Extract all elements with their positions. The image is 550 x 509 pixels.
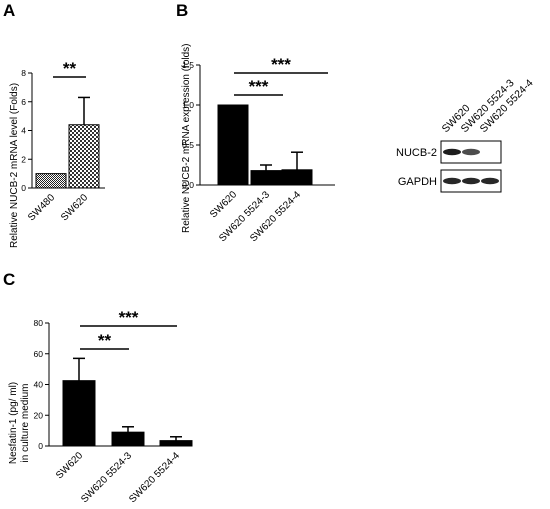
y-tick-label: 80: [34, 318, 44, 328]
y-axis-label-c-line1: Nesfatin-1 (pg/ ml): [8, 382, 19, 464]
panel-letter-b: B: [176, 1, 188, 20]
y-tick-label: 40: [34, 380, 44, 390]
chart-panel-a: Relative NUCB-2 mRNA level (Folds) 0 2 4 6 8…: [9, 59, 105, 248]
y-axis-label-c-line2: in culture medium: [20, 384, 31, 463]
y-tick-label: 20: [34, 410, 44, 420]
category-label: SW620: [59, 192, 90, 223]
bar: [35, 173, 67, 189]
category-label: SW620: [208, 189, 239, 220]
y-tick-label: 2: [21, 154, 26, 164]
category-label: SW620 5524-4: [127, 450, 182, 505]
significance-stars: **: [63, 59, 77, 78]
blot-band: [443, 148, 461, 156]
category-label: SW620 5524-3: [79, 450, 134, 505]
chart-panel-b: Relative NUCB-2 mRNA expression (folds) …: [181, 43, 335, 244]
chart-panel-c: Nesfatin-1 (pg/ ml) in culture medium 0 2…: [8, 308, 193, 505]
blot-band: [481, 177, 499, 185]
bar: [111, 431, 145, 447]
bar: [68, 124, 100, 189]
y-tick-label: 60: [34, 349, 44, 359]
y-tick-label: 4: [21, 126, 26, 136]
y-tick-label: 0: [21, 183, 26, 193]
y-tick-label: 6: [21, 97, 26, 107]
panel-letter-c: C: [3, 270, 15, 289]
y-tick-label: 0: [38, 441, 43, 451]
bar: [62, 380, 96, 447]
y-tick-label: 1.0: [182, 100, 194, 110]
category-label: SW620: [54, 450, 85, 481]
blot-row-label: NUCB-2: [396, 147, 437, 159]
y-axis-label-a: Relative NUCB-2 mRNA level (Folds): [9, 83, 20, 248]
y-tick-label: 0.0: [182, 180, 194, 190]
category-label: SW480: [26, 192, 57, 223]
blot-band: [462, 177, 480, 185]
panel-letter-a: A: [3, 1, 15, 20]
blot-band: [443, 177, 461, 185]
significance-stars: ***: [119, 308, 139, 327]
y-tick-label: 1.5: [182, 60, 194, 70]
bar: [217, 104, 249, 186]
y-tick-label: 8: [21, 68, 26, 78]
y-tick-label: 0.5: [182, 140, 194, 150]
significance-stars: ***: [249, 77, 269, 96]
bar: [159, 440, 193, 447]
significance-stars: **: [98, 331, 112, 350]
bar: [250, 170, 282, 186]
blot-row-label: GAPDH: [398, 176, 437, 188]
y-axis-label-b: Relative NUCB-2 mRNA expression (folds): [181, 43, 192, 233]
bar: [281, 169, 313, 186]
blot-band: [462, 148, 480, 156]
significance-stars: ***: [271, 55, 291, 74]
